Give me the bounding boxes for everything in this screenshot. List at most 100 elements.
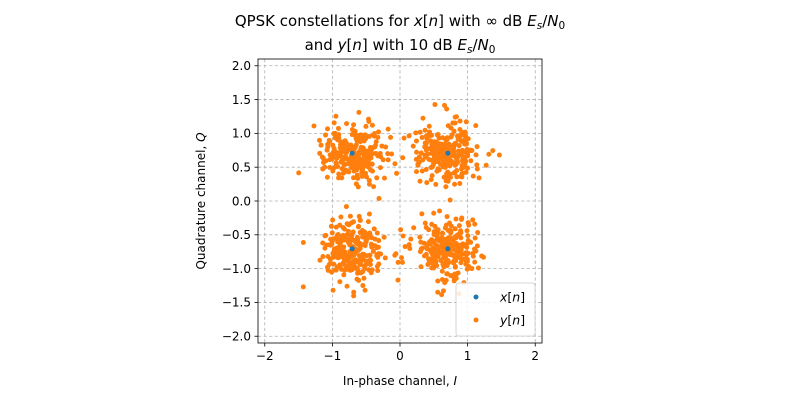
legend: x[n] y[n] [455, 282, 536, 337]
received-symbol-point [330, 152, 336, 158]
received-symbol-point [468, 239, 474, 245]
received-symbol-point [341, 244, 347, 250]
legend-y-idx: n [512, 313, 520, 328]
received-symbol-point [455, 270, 461, 276]
received-symbol-point [473, 152, 479, 158]
received-symbol-point [344, 121, 350, 127]
received-symbol-point [364, 174, 370, 180]
received-symbol-point [465, 250, 471, 256]
received-symbol-point [434, 263, 440, 269]
received-symbol-point [352, 145, 358, 151]
received-symbol-point [451, 170, 457, 176]
received-symbol-point [371, 226, 377, 232]
received-symbol-point [400, 233, 406, 239]
received-symbol-point [366, 151, 372, 157]
y-axis-label: Quadrature channel, Q [194, 132, 208, 269]
x-tick-label: 2 [531, 349, 539, 363]
received-symbol-point [354, 234, 360, 240]
received-symbol-point [428, 138, 434, 144]
received-symbol-point [418, 239, 424, 245]
received-symbol-point [458, 166, 464, 172]
received-symbol-point [468, 158, 474, 164]
received-symbol-point [444, 106, 450, 112]
axis-ticks: −2 −1 0 1 2 −2.0 −1.5 −1.0 −0.5 0.0 0.5 1.0 1.5 2.0 [222, 59, 539, 363]
received-symbol-point [354, 265, 360, 271]
received-symbol-point [366, 178, 372, 184]
received-symbol-point [328, 242, 334, 248]
received-symbol-point [357, 217, 363, 223]
received-symbol-point [483, 162, 489, 168]
received-symbol-point [470, 217, 476, 223]
received-symbol-point [486, 151, 492, 157]
received-symbol-point [329, 230, 335, 236]
received-symbol-point [465, 233, 471, 239]
y-axis-label-symbol: Q [194, 132, 208, 141]
received-symbol-point [346, 222, 352, 228]
received-symbol-point [348, 142, 354, 148]
received-symbol-point [389, 151, 395, 157]
y-tick-label: 1.5 [232, 93, 251, 107]
received-symbol-point [459, 158, 465, 164]
received-symbol-point [332, 267, 338, 273]
received-symbol-point [470, 173, 476, 179]
received-symbol-point [439, 235, 445, 241]
received-symbol-point [474, 166, 480, 172]
received-symbol-point [419, 168, 425, 174]
received-symbol-point [341, 260, 347, 266]
title1-s: s [537, 20, 543, 32]
received-symbol-point [448, 147, 454, 153]
received-symbol-point [464, 256, 470, 262]
ideal-symbol-point [445, 246, 451, 252]
received-symbol-point [446, 155, 452, 161]
received-symbol-point [452, 226, 458, 232]
received-symbol-point [424, 180, 430, 186]
received-symbol-point [431, 154, 437, 160]
received-symbol-point [342, 138, 348, 144]
received-symbol-point [453, 114, 459, 120]
received-symbol-point [367, 252, 373, 258]
y-tick-label: 2.0 [232, 59, 251, 73]
received-symbol-point [437, 249, 443, 255]
received-symbol-point [346, 169, 352, 175]
received-symbol-point [369, 122, 375, 128]
received-symbol-point [442, 102, 448, 108]
received-symbol-point [406, 242, 412, 248]
received-symbol-point [364, 231, 370, 237]
received-symbol-point [359, 173, 365, 179]
chart-title-line-1: QPSK constellations for x[n] with ∞ dB E… [235, 12, 565, 32]
received-symbol-point [446, 228, 452, 234]
received-symbol-point [459, 139, 465, 145]
received-symbol-point [346, 161, 352, 167]
received-symbol-point [463, 139, 469, 145]
received-symbol-point [355, 159, 361, 165]
received-symbol-point [452, 275, 458, 281]
received-symbol-point [442, 141, 448, 147]
received-symbol-point [443, 184, 449, 190]
received-symbol-point [454, 159, 460, 165]
received-symbol-point [355, 184, 361, 190]
received-symbol-point [456, 223, 462, 229]
received-symbol-point [439, 230, 445, 236]
received-symbol-point [337, 262, 343, 268]
received-symbol-point [395, 259, 401, 265]
received-symbol-point [338, 214, 344, 220]
received-symbol-point [441, 159, 447, 165]
received-symbol-point [458, 216, 464, 222]
received-symbol-point [340, 146, 346, 152]
received-symbol-point [351, 289, 357, 295]
received-symbol-point [355, 224, 361, 230]
received-symbol-point [355, 247, 361, 253]
received-symbol-point [447, 197, 453, 203]
ideal-symbol-point [349, 246, 355, 252]
received-symbol-point [326, 137, 332, 143]
received-symbol-point [332, 252, 338, 258]
received-symbol-point [415, 161, 421, 167]
received-symbol-point [407, 246, 413, 252]
received-symbol-point [343, 265, 349, 271]
x-axis-label-text: In-phase channel, [343, 374, 454, 388]
received-symbol-point [354, 167, 360, 173]
received-symbol-point [417, 234, 423, 240]
legend-y-var: y [499, 313, 508, 328]
received-symbol-point [433, 142, 439, 148]
received-symbol-point [320, 155, 326, 161]
